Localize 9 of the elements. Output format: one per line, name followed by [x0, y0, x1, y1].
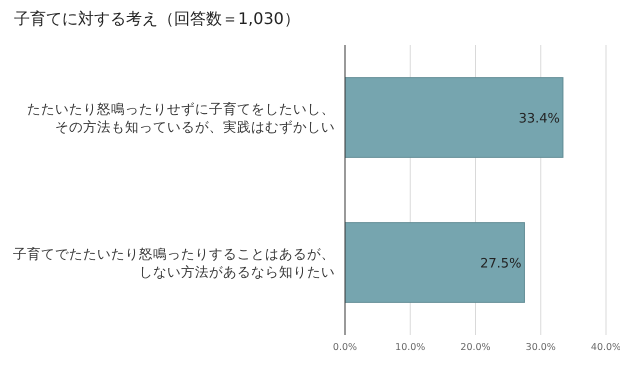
x-tick-label: 10.0% [395, 342, 426, 353]
x-tick-label: 0.0% [332, 342, 358, 353]
text: 子育てに対する考え（回答数＝1,030） [14, 9, 300, 28]
y-tick-label: たたいたり怒鳴ったりせずに子育てをしたいし、その方法も知っているが、実践はむずかしい [27, 100, 335, 136]
data-label: 33.4% [518, 112, 560, 126]
x-tick-label: 30.0% [526, 342, 556, 353]
y-tick-label: 子育てでたたいたり怒鳴ったりすることはあるが、しない方法があるなら知りたい [13, 246, 335, 280]
data-label: 27.5% [480, 256, 522, 272]
x-tick-label: 20.0% [460, 342, 491, 353]
